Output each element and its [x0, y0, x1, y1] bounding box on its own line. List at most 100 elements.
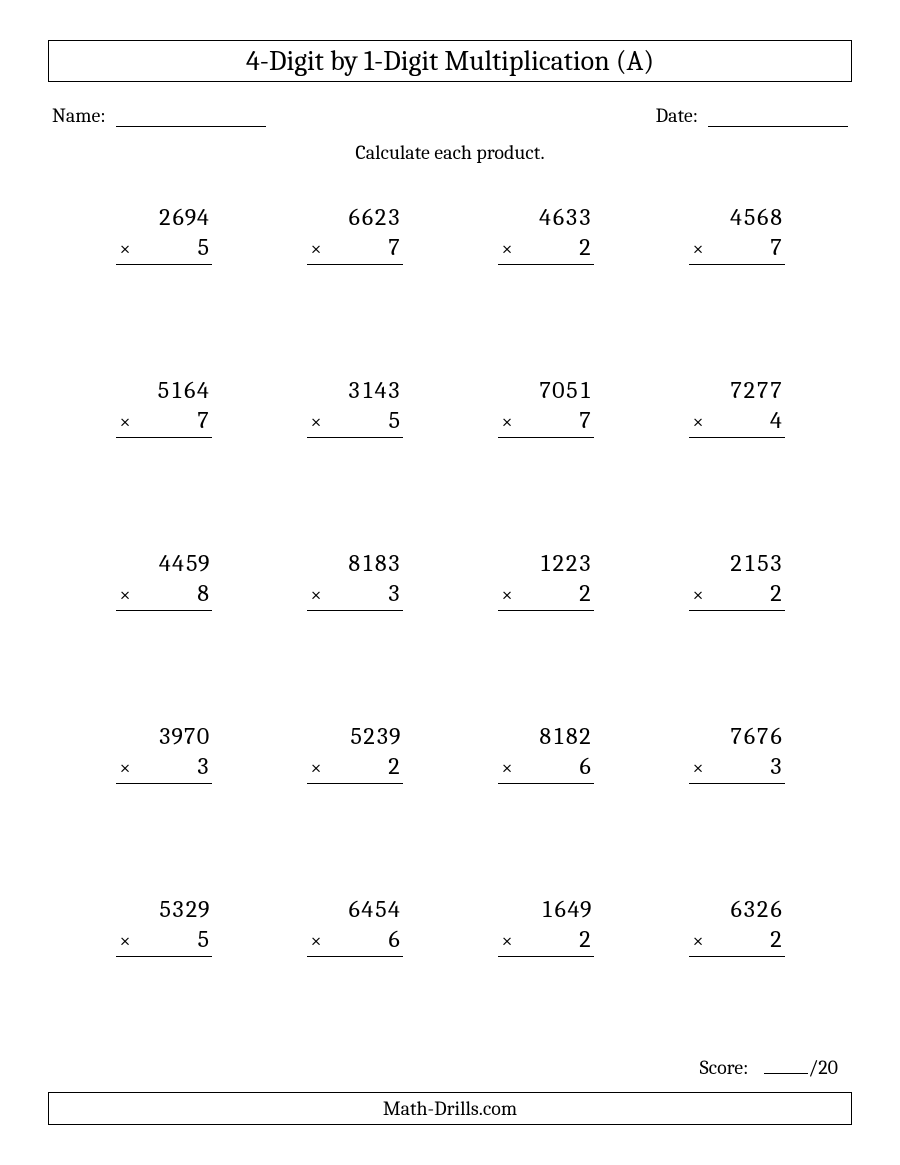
multiplier: 7 [578, 405, 591, 435]
multiplier-row: ×8 [116, 578, 212, 611]
name-input-line[interactable] [116, 105, 266, 127]
problem: 6623×7 [259, 202, 450, 265]
multiplier: 2 [769, 578, 782, 608]
problem-inner: 3970×3 [116, 721, 212, 784]
multiplier: 6 [578, 751, 591, 781]
multiplier: 7 [196, 405, 209, 435]
multiplicand: 4459 [116, 548, 212, 578]
score-input-line[interactable] [764, 1052, 808, 1074]
multiplier: 5 [196, 924, 209, 954]
times-icon: × [498, 928, 513, 953]
problem-inner: 5329×5 [116, 894, 212, 957]
multiplicand: 5329 [116, 894, 212, 924]
multiplier-row: ×7 [498, 405, 594, 438]
multiplier-row: ×5 [116, 924, 212, 957]
times-icon: × [689, 582, 704, 607]
multiplicand: 7277 [689, 375, 785, 405]
problem-inner: 2694×5 [116, 202, 212, 265]
problem: 6454×6 [259, 894, 450, 957]
problem-inner: 3143×5 [307, 375, 403, 438]
times-icon: × [498, 409, 513, 434]
problem: 7051×7 [450, 375, 641, 438]
multiplier: 7 [769, 232, 782, 262]
multiplier: 5 [196, 232, 209, 262]
problem: 5329×5 [68, 894, 259, 957]
multiplier-row: ×6 [307, 924, 403, 957]
footer-attribution: Math-Drills.com [48, 1092, 852, 1125]
date-input-line[interactable] [708, 105, 848, 127]
multiplier-row: ×6 [498, 751, 594, 784]
multiplicand: 2694 [116, 202, 212, 232]
times-icon: × [307, 928, 322, 953]
problem-inner: 4633×2 [498, 202, 594, 265]
problem-inner: 2153 × 2 [689, 548, 785, 611]
multiplicand: 5164 [116, 375, 212, 405]
multiplier: 5 [387, 405, 400, 435]
problem-inner: 1649×2 [498, 894, 594, 957]
problem: 5164 × 7 [68, 375, 259, 438]
problem: 3143×5 [259, 375, 450, 438]
multiplicand: 5239 [307, 721, 403, 751]
name-label: Name: [52, 104, 106, 127]
problem: 8183×3 [259, 548, 450, 611]
times-icon: × [689, 236, 704, 261]
problem: 7676×3 [641, 721, 832, 784]
problem: 4633×2 [450, 202, 641, 265]
problem: 2694×5 [68, 202, 259, 265]
multiplier-row: ×4 [689, 405, 785, 438]
multiplier-row: ×2 [498, 232, 594, 265]
multiplier: 4 [769, 405, 782, 435]
times-icon: × [689, 928, 704, 953]
problem-inner: 6623×7 [307, 202, 403, 265]
date-field: Date: [656, 104, 848, 127]
problem-inner: 7051×7 [498, 375, 594, 438]
problem-inner: 4568×7 [689, 202, 785, 265]
multiplicand: 6454 [307, 894, 403, 924]
date-label: Date: [656, 104, 698, 127]
times-icon: × [116, 236, 131, 261]
problem-inner: 6454×6 [307, 894, 403, 957]
instruction-text: Calculate each product. [48, 141, 852, 164]
problem: 3970×3 [68, 721, 259, 784]
problem-inner: 7277×4 [689, 375, 785, 438]
problems-grid: 2694×56623×74633×24568×75164×73143×57051… [48, 202, 852, 957]
multiplier-row: ×3 [689, 751, 785, 784]
times-icon: × [116, 928, 131, 953]
score-label: Score: [700, 1056, 749, 1079]
problem: 4459×8 [68, 548, 259, 611]
multiplicand: 6326 [689, 894, 785, 924]
multiplicand: 1649 [498, 894, 594, 924]
problem-inner: 8182×6 [498, 721, 594, 784]
times-icon: × [498, 582, 513, 607]
multiplicand: 2153 [689, 548, 785, 578]
times-icon: × [307, 755, 322, 780]
multiplicand: 6623 [307, 202, 403, 232]
times-icon: × [307, 582, 322, 607]
times-icon: × [307, 236, 322, 261]
times-icon: × [689, 755, 704, 780]
problem: 7277×4 [641, 375, 832, 438]
worksheet-title: 4-Digit by 1-Digit Multiplication (A) [48, 40, 852, 82]
multiplier-row: ×3 [307, 578, 403, 611]
multiplier-row: ×5 [307, 405, 403, 438]
problem-inner: 7676×3 [689, 721, 785, 784]
multiplier-row: ×2 [689, 924, 785, 957]
multiplicand: 3143 [307, 375, 403, 405]
multiplier-row: ×5 [116, 232, 212, 265]
multiplier: 3 [769, 751, 782, 781]
times-icon: × [689, 409, 704, 434]
problem-inner: 1223×2 [498, 548, 594, 611]
multiplier: 2 [578, 232, 591, 262]
problem-inner: 5164 × 7 [116, 375, 212, 438]
times-icon: × [498, 755, 513, 780]
problem-inner: 5239×2 [307, 721, 403, 784]
score-total: /20 [808, 1056, 838, 1079]
multiplier-row: ×3 [116, 751, 212, 784]
score-row: Score: /20 [700, 1052, 838, 1079]
problem: 5239×2 [259, 721, 450, 784]
problem: 8182×6 [450, 721, 641, 784]
problem-inner: 6326×2 [689, 894, 785, 957]
times-icon: × [116, 409, 131, 434]
multiplier: 8 [196, 578, 209, 608]
problem: 1649×2 [450, 894, 641, 957]
